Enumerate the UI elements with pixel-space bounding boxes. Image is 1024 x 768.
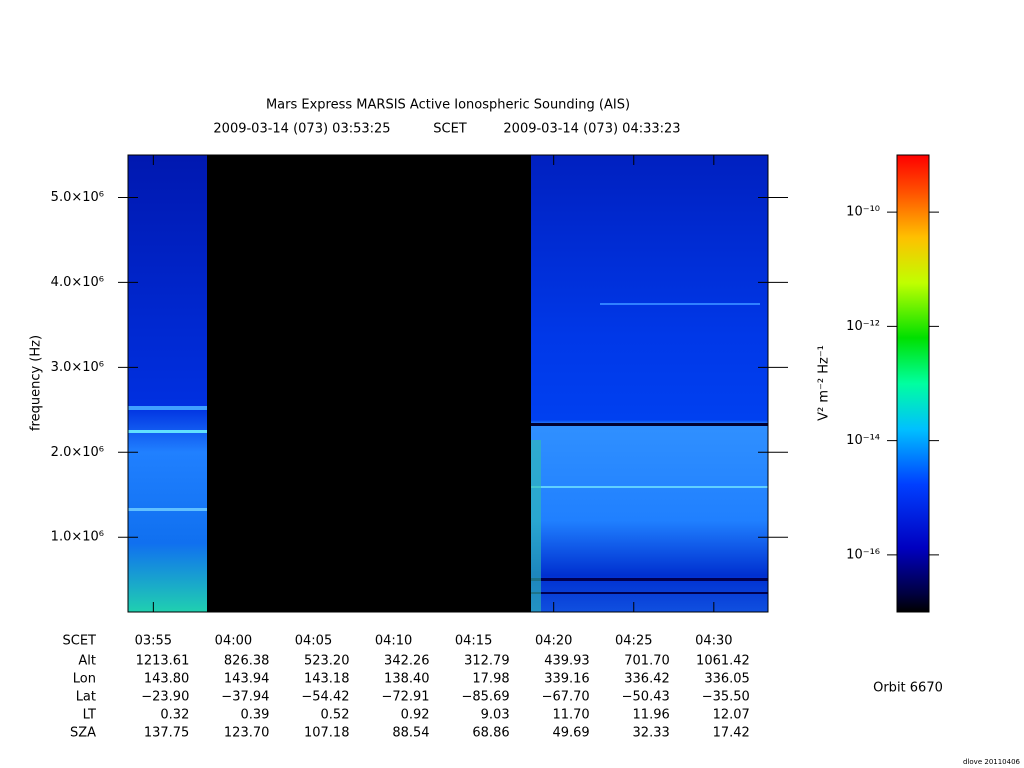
ephemeris-value: −67.70	[542, 690, 590, 705]
ephemeris-value: 32.33	[633, 726, 670, 741]
ephemeris-value: 143.94	[224, 672, 270, 687]
ephemeris-value: 11.96	[633, 708, 670, 723]
ephemeris-value: 49.69	[552, 726, 589, 741]
y-tick-label: 3.0×10⁶	[51, 360, 104, 375]
colorbar-label: V² m⁻² Hz⁻¹	[817, 345, 832, 421]
ephemeris-value: −85.69	[462, 690, 510, 705]
ephemeris-value: 1213.61	[136, 654, 190, 669]
ephemeris-time-label: SCET	[63, 634, 97, 649]
y-tick-label: 2.0×10⁶	[51, 445, 104, 460]
ephemeris-value: 9.03	[481, 708, 510, 723]
end-time: 2009-03-14 (073) 04:33:23	[503, 122, 680, 137]
orbit-label: Orbit 6670	[873, 681, 943, 696]
ephemeris-value: 439.93	[544, 654, 590, 669]
ephemeris-value: 342.26	[384, 654, 430, 669]
footer: dlove 20110406	[963, 758, 1021, 766]
y-tick-label: 4.0×10⁶	[51, 275, 104, 290]
colorbar-tick-label: 10⁻¹⁶	[846, 547, 880, 562]
x-tick-label: 03:55	[135, 634, 172, 649]
y-tick-label: 5.0×10⁶	[51, 190, 104, 205]
ephemeris-value: 68.86	[472, 726, 509, 741]
ephemeris-label: SZA	[70, 726, 96, 741]
y-tick-label: 1.0×10⁶	[51, 530, 104, 545]
ephemeris-value: 0.39	[240, 708, 269, 723]
ephemeris-value: 17.42	[713, 726, 750, 741]
ephemeris-value: 107.18	[304, 726, 350, 741]
ephemeris-value: −72.91	[381, 690, 429, 705]
ephemeris-value: 138.40	[384, 672, 430, 687]
plot-frame	[127, 154, 769, 613]
ephemeris-value: 17.98	[472, 672, 509, 687]
ephemeris-value: 11.70	[552, 708, 589, 723]
ephemeris-label: Alt	[78, 654, 96, 669]
ephemeris-value: 88.54	[392, 726, 429, 741]
ephemeris-value: 1061.42	[696, 654, 750, 669]
x-tick-label: 04:30	[695, 634, 732, 649]
ephemeris-value: 312.79	[464, 654, 510, 669]
ephemeris-value: −54.42	[301, 690, 349, 705]
ephemeris-value: 123.70	[224, 726, 270, 741]
ephemeris-label: Lon	[73, 672, 96, 687]
ephemeris-value: −23.90	[141, 690, 189, 705]
ephemeris-value: 0.52	[321, 708, 350, 723]
colorbar-tick-label: 10⁻¹⁴	[846, 433, 880, 448]
x-tick-label: 04:15	[455, 634, 492, 649]
y-axis-label: frequency (Hz)	[29, 335, 44, 431]
ephemeris-value: 137.75	[144, 726, 190, 741]
ephemeris-value: 143.80	[144, 672, 190, 687]
x-tick-label: 04:05	[295, 634, 332, 649]
colorbar-tick-label: 10⁻¹⁰	[846, 205, 880, 220]
x-tick-label: 04:20	[535, 634, 572, 649]
colorbar	[896, 154, 930, 613]
time-system: SCET	[433, 122, 467, 137]
ephemeris-value: −50.43	[622, 690, 670, 705]
ephemeris-value: 0.32	[160, 708, 189, 723]
ephemeris-label: Lat	[76, 690, 96, 705]
chart-title: Mars Express MARSIS Active Ionospheric S…	[266, 98, 630, 113]
ephemeris-value: 826.38	[224, 654, 270, 669]
ephemeris-value: 336.42	[624, 672, 670, 687]
colorbar-tick-label: 10⁻¹²	[846, 319, 880, 334]
start-time: 2009-03-14 (073) 03:53:25	[213, 122, 390, 137]
ephemeris-value: −37.94	[221, 690, 269, 705]
ephemeris-value: 143.18	[304, 672, 350, 687]
ephemeris-value: −35.50	[702, 690, 750, 705]
ephemeris-label: LT	[83, 708, 96, 723]
x-tick-label: 04:10	[375, 634, 412, 649]
ephemeris-value: 12.07	[713, 708, 750, 723]
spectrogram-image	[128, 155, 768, 612]
x-tick-label: 04:00	[215, 634, 252, 649]
ephemeris-value: 339.16	[544, 672, 590, 687]
ephemeris-value: 0.92	[401, 708, 430, 723]
ephemeris-value: 701.70	[624, 654, 670, 669]
x-tick-label: 04:25	[615, 634, 652, 649]
ephemeris-value: 336.05	[704, 672, 750, 687]
ephemeris-value: 523.20	[304, 654, 350, 669]
